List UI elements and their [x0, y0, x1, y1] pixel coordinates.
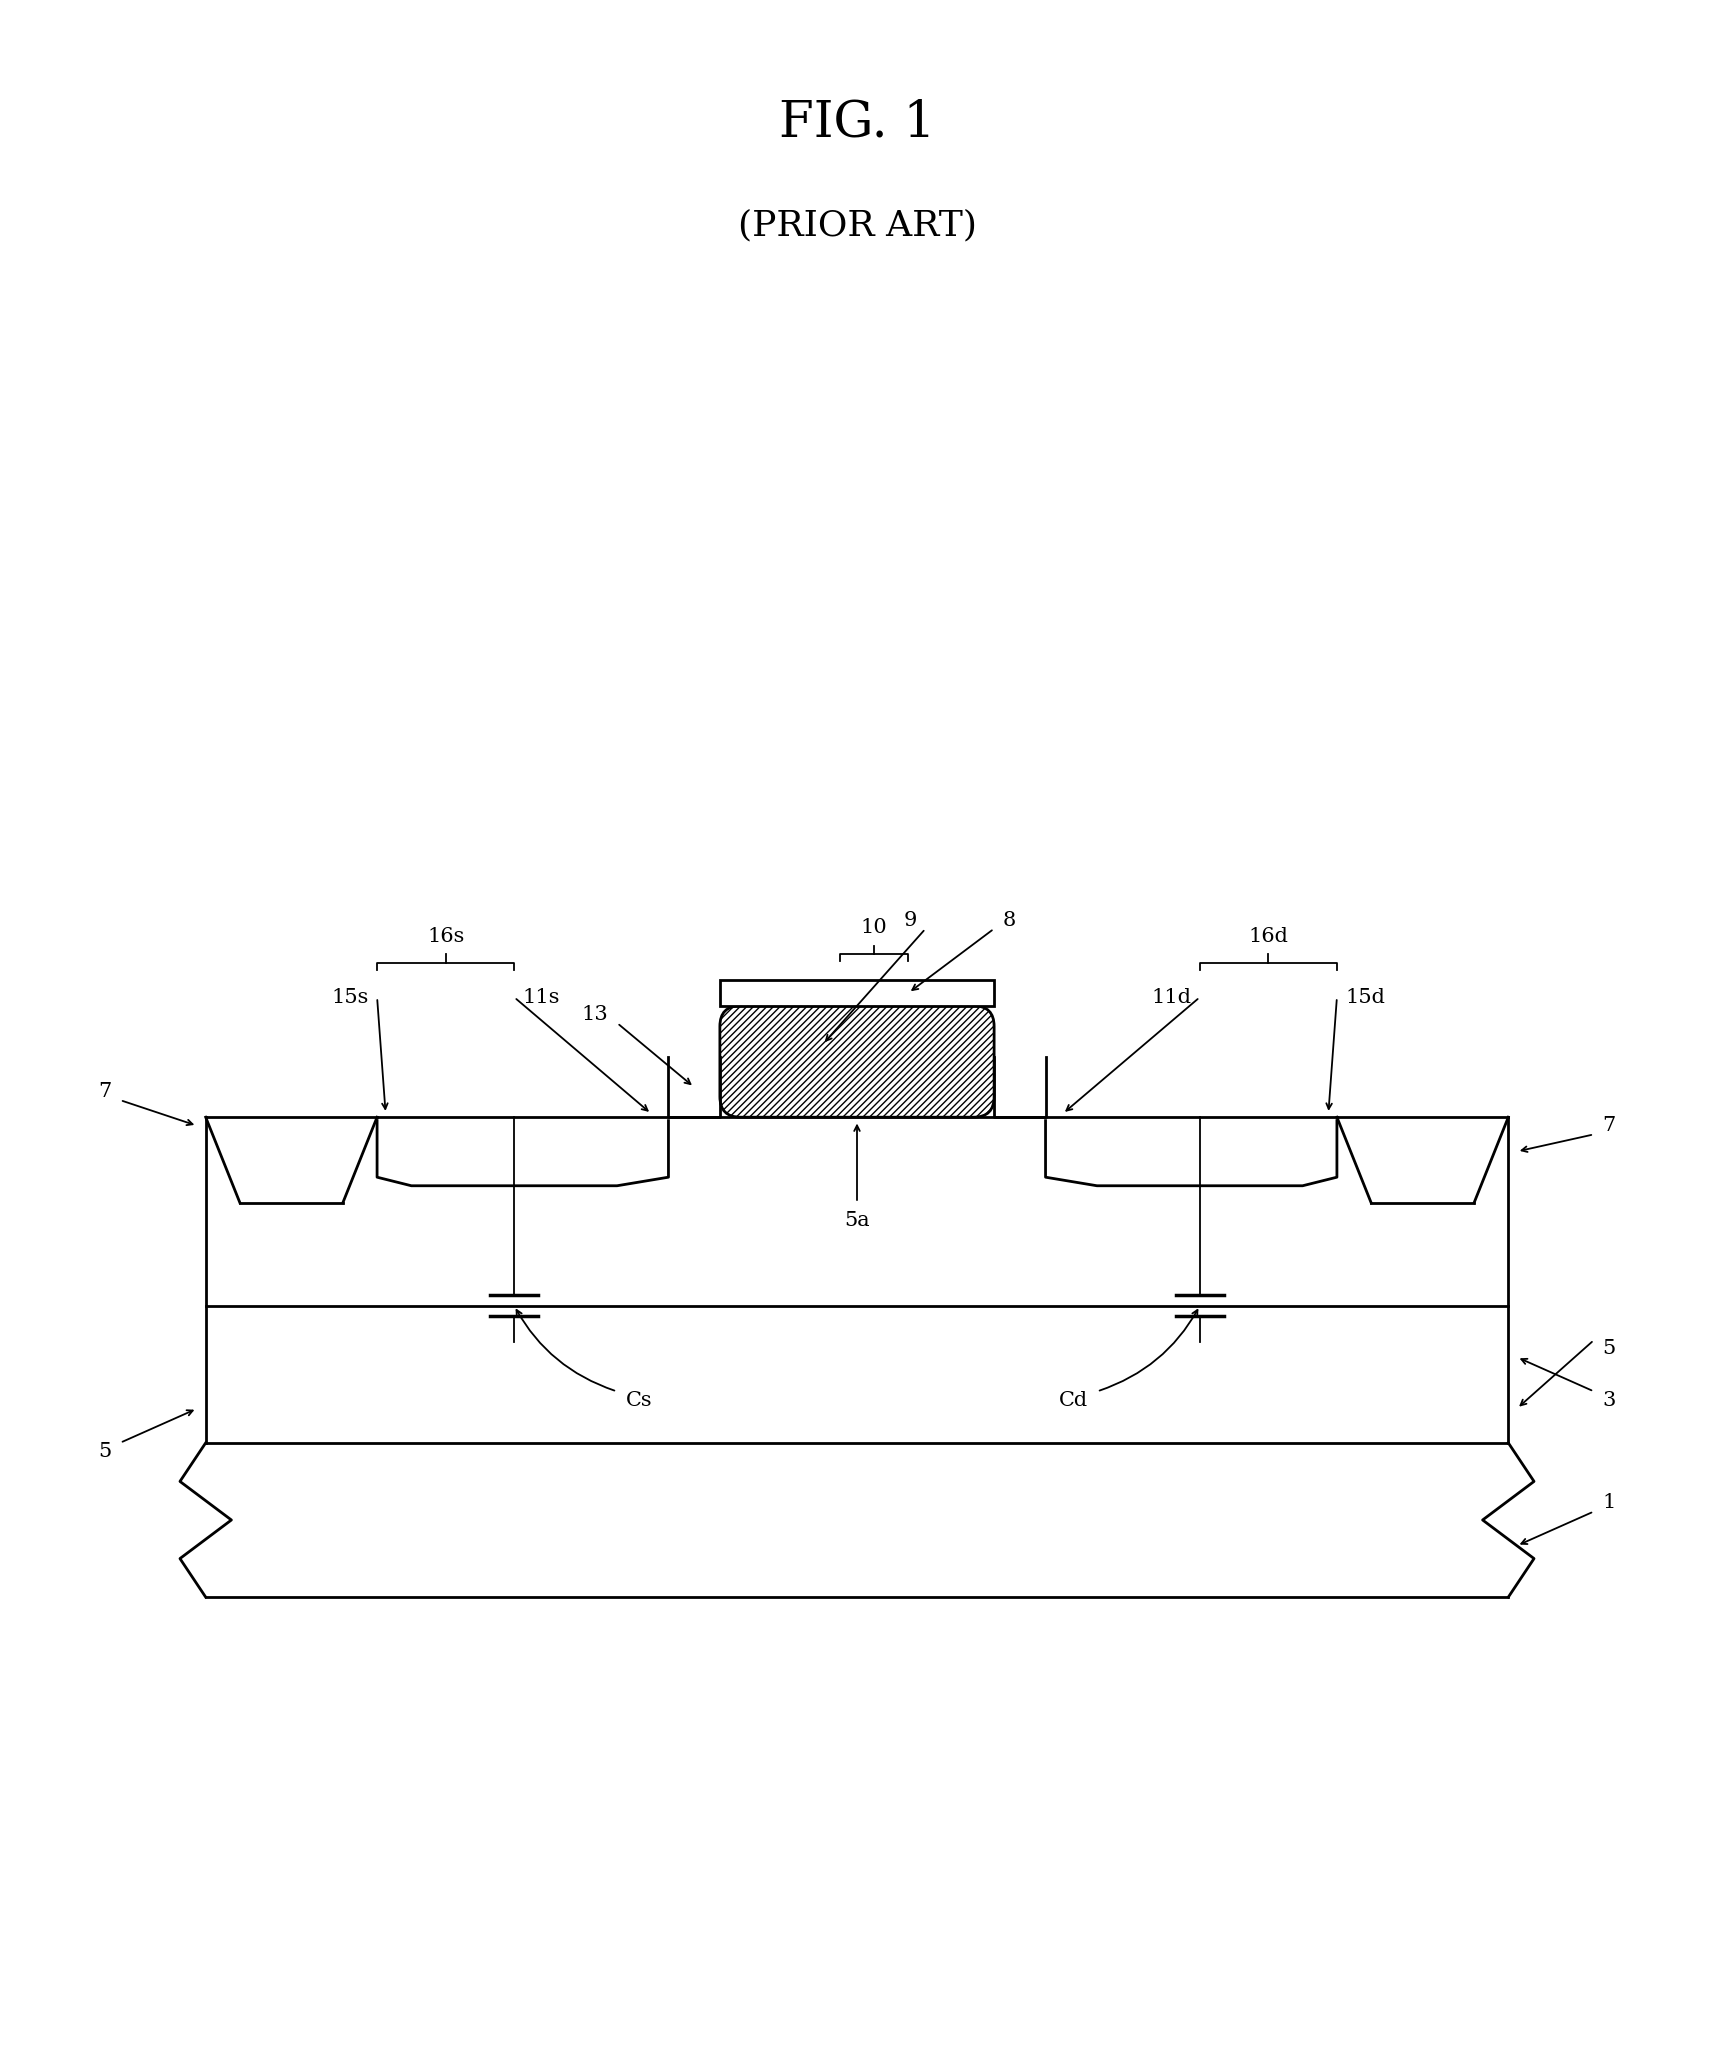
Bar	[720, 980, 994, 1007]
Text: 7: 7	[98, 1081, 111, 1102]
Text: 15s: 15s	[331, 988, 369, 1007]
Text: 10: 10	[860, 918, 888, 937]
Text: 11d: 11d	[1152, 988, 1191, 1007]
Text: (PRIOR ART): (PRIOR ART)	[737, 208, 977, 243]
Text: 5: 5	[1603, 1339, 1616, 1357]
Text: 3: 3	[1603, 1390, 1616, 1409]
Text: 15d: 15d	[1345, 988, 1385, 1007]
Text: 5a: 5a	[845, 1211, 869, 1230]
Text: 1: 1	[1603, 1494, 1616, 1512]
Text: 9: 9	[903, 910, 917, 930]
FancyBboxPatch shape	[720, 1007, 994, 1118]
Text: 13: 13	[581, 1005, 608, 1023]
Text: 16d: 16d	[1248, 926, 1289, 945]
Text: 5: 5	[98, 1442, 111, 1461]
Text: 7: 7	[1603, 1116, 1616, 1135]
Text: Cs: Cs	[626, 1390, 653, 1409]
Text: 8: 8	[1003, 910, 1016, 930]
Text: Cd: Cd	[1059, 1390, 1088, 1409]
Text: 16s: 16s	[427, 926, 464, 945]
Text: 11s: 11s	[523, 988, 560, 1007]
Text: FIG. 1: FIG. 1	[778, 99, 936, 149]
